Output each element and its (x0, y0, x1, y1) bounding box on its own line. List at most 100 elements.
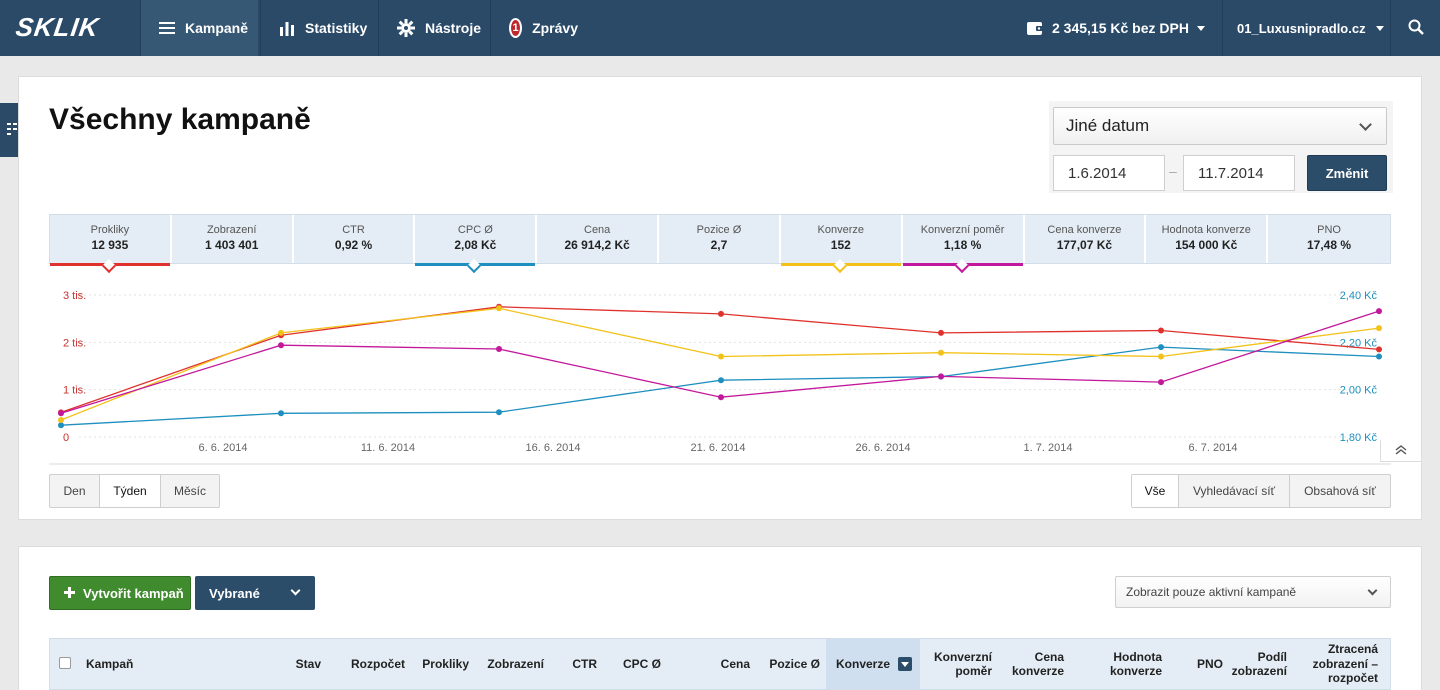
data-point (1376, 346, 1382, 353)
data-point (278, 342, 284, 349)
metric-tile[interactable]: Cena konverze 177,07 Kč (1025, 215, 1147, 263)
period-tab[interactable]: Měsíc (173, 484, 206, 498)
data-point (718, 377, 724, 384)
side-panel-toggle[interactable] (0, 103, 23, 157)
credit-balance[interactable]: 2 345,15 Kč bez DPH (1012, 0, 1219, 56)
column-header[interactable]: Cena (661, 639, 750, 689)
nav-item-messages[interactable]: 1 Zprávy (490, 0, 596, 56)
column-header-label: Pozice Ø (769, 656, 820, 671)
nav-item-tools[interactable]: Nástroje (378, 0, 490, 56)
select-all-checkbox[interactable] (59, 657, 71, 669)
column-header[interactable]: Konverzní poměr (920, 639, 992, 689)
network-tab[interactable]: Vyhledávací síť (1179, 475, 1290, 507)
column-header[interactable]: Konverze (826, 639, 920, 689)
metric-tile[interactable]: Cena 26 914,2 Kč (537, 215, 660, 263)
create-campaign-button[interactable]: Vytvořit kampaň (49, 576, 191, 610)
column-header[interactable]: CPC Ø (597, 639, 661, 689)
metric-value: 0,92 % (334, 238, 373, 252)
chevron-down-icon (1196, 25, 1205, 31)
change-date-button[interactable]: Změnit (1307, 155, 1387, 191)
performance-chart: 3 tis.2 tis.1 tis.02,40 Kč2,20 Kč2,00 Kč… (49, 290, 1391, 465)
metric-pointer-icon (832, 258, 847, 274)
data-point (58, 422, 64, 429)
search-button[interactable] (1390, 0, 1440, 56)
bulk-actions-dropdown[interactable]: Vybrané (195, 576, 315, 610)
account-switcher[interactable]: 01_Luxusnipradlo.cz (1222, 0, 1398, 56)
column-header-label: CTR (572, 656, 597, 671)
date-to-field[interactable]: 11.7.2014 (1183, 155, 1295, 191)
metric-value: 17,48 % (1307, 238, 1352, 252)
metric-value: 2,08 Kč (454, 238, 497, 252)
metric-label: Zobrazení (206, 224, 257, 236)
column-header-label: Konverze (836, 656, 891, 671)
metric-tile[interactable]: Prokliky 12 935 (50, 215, 172, 274)
data-point (1158, 327, 1164, 334)
column-header[interactable]: Pozice Ø (750, 639, 820, 689)
metric-tile[interactable]: Konverzní poměr 1,18 % (902, 215, 1025, 274)
nav-item-statistics[interactable]: Statistiky (260, 0, 378, 56)
campaign-filter-select[interactable]: Zobrazit pouze aktivní kampaně (1115, 576, 1391, 608)
chevron-down-icon (1367, 585, 1378, 596)
metric-label: Pozice Ø (696, 224, 742, 236)
metric-tile[interactable]: CTR 0,92 % (294, 215, 416, 263)
metric-pointer-icon (467, 258, 482, 274)
period-tab[interactable]: Týden (100, 475, 161, 507)
collapse-chart-button[interactable] (1380, 440, 1422, 462)
data-point (1158, 353, 1164, 360)
wallet-icon (1026, 19, 1044, 37)
period-tab[interactable]: Den (50, 475, 100, 507)
column-header-label: Ztracená zobrazení – rozpočet (1312, 642, 1378, 686)
metric-label: Hodnota konverze (1161, 224, 1251, 236)
data-point (1158, 344, 1164, 351)
y-right-tick-label: 2,40 Kč (1340, 290, 1378, 302)
column-header[interactable]: CTR (544, 639, 597, 689)
metric-tile[interactable]: PNO 17,48 % (1268, 215, 1390, 263)
column-header[interactable]: Prokliky (405, 639, 469, 689)
column-header-label: PNO (1196, 656, 1223, 671)
metric-label: CPC Ø (457, 224, 493, 236)
search-icon (1408, 19, 1424, 38)
metric-label: Prokliky (90, 224, 130, 236)
metric-tile[interactable]: CPC Ø 2,08 Kč (415, 215, 538, 274)
chevron-down-icon (1359, 118, 1372, 131)
column-header[interactable]: Cena konverze (992, 639, 1064, 689)
column-header[interactable]: Ztracená zobrazení – rozpočet (1287, 639, 1378, 689)
metric-value: 1 403 401 (205, 238, 259, 252)
column-header[interactable]: Stav (286, 639, 321, 689)
balance-amount: 2 345,15 Kč bez DPH (1052, 20, 1189, 36)
sidebar-icon (6, 122, 17, 139)
data-point (1376, 308, 1382, 315)
column-header[interactable]: Rozpočet (321, 639, 405, 689)
x-tick-label: 11. 6. 2014 (361, 442, 415, 454)
metric-value: 1,18 % (943, 238, 982, 252)
sort-descending-icon[interactable] (898, 657, 913, 671)
column-header[interactable]: Zobrazení (469, 639, 544, 689)
metric-value: 12 935 (91, 238, 129, 252)
metric-pointer-icon (101, 258, 117, 274)
x-tick-label: 1. 7. 2014 (1024, 442, 1073, 454)
date-preset-select[interactable]: Jiné datum (1053, 107, 1387, 145)
nav-item-campaigns[interactable]: Kampaně (140, 0, 258, 56)
date-from-field[interactable]: 1.6.2014 (1053, 155, 1165, 191)
column-header[interactable]: Hodnota konverze (1064, 639, 1162, 689)
network-tab[interactable]: Obsahová síť (1304, 484, 1376, 498)
metric-tile[interactable]: Pozice Ø 2,7 (659, 215, 781, 263)
metric-tile[interactable]: Hodnota konverze 154 000 Kč (1146, 215, 1269, 263)
metrics-bar: Prokliky 12 935 Zobrazení 1 403 401 CTR 0,92 … (49, 214, 1391, 274)
network-tab[interactable]: Vše (1132, 475, 1179, 507)
column-header-label: Prokliky (422, 656, 469, 671)
y-right-tick-label: 2,00 Kč (1340, 385, 1378, 397)
sklik-logo[interactable]: SKLIK (13, 12, 102, 42)
data-point (718, 353, 724, 360)
period-toggle: Den Týden Měsíc (49, 474, 220, 508)
data-point (938, 373, 944, 380)
column-header[interactable]: PNO (1162, 639, 1223, 689)
campaign-table-header: Kampaň Stav Rozpočet Prokliky Zobrazení CTR CP… (49, 638, 1391, 690)
gear-icon (397, 19, 415, 37)
column-header-label: Hodnota konverze (1109, 649, 1162, 678)
column-header[interactable]: Kampaň (86, 639, 286, 689)
column-header[interactable]: Podíl zobrazení (1223, 639, 1287, 689)
create-campaign-label: Vytvořit kampaň (83, 585, 184, 601)
metric-tile[interactable]: Zobrazení 1 403 401 (172, 215, 294, 263)
metric-tile[interactable]: Konverze 152 (780, 215, 903, 274)
